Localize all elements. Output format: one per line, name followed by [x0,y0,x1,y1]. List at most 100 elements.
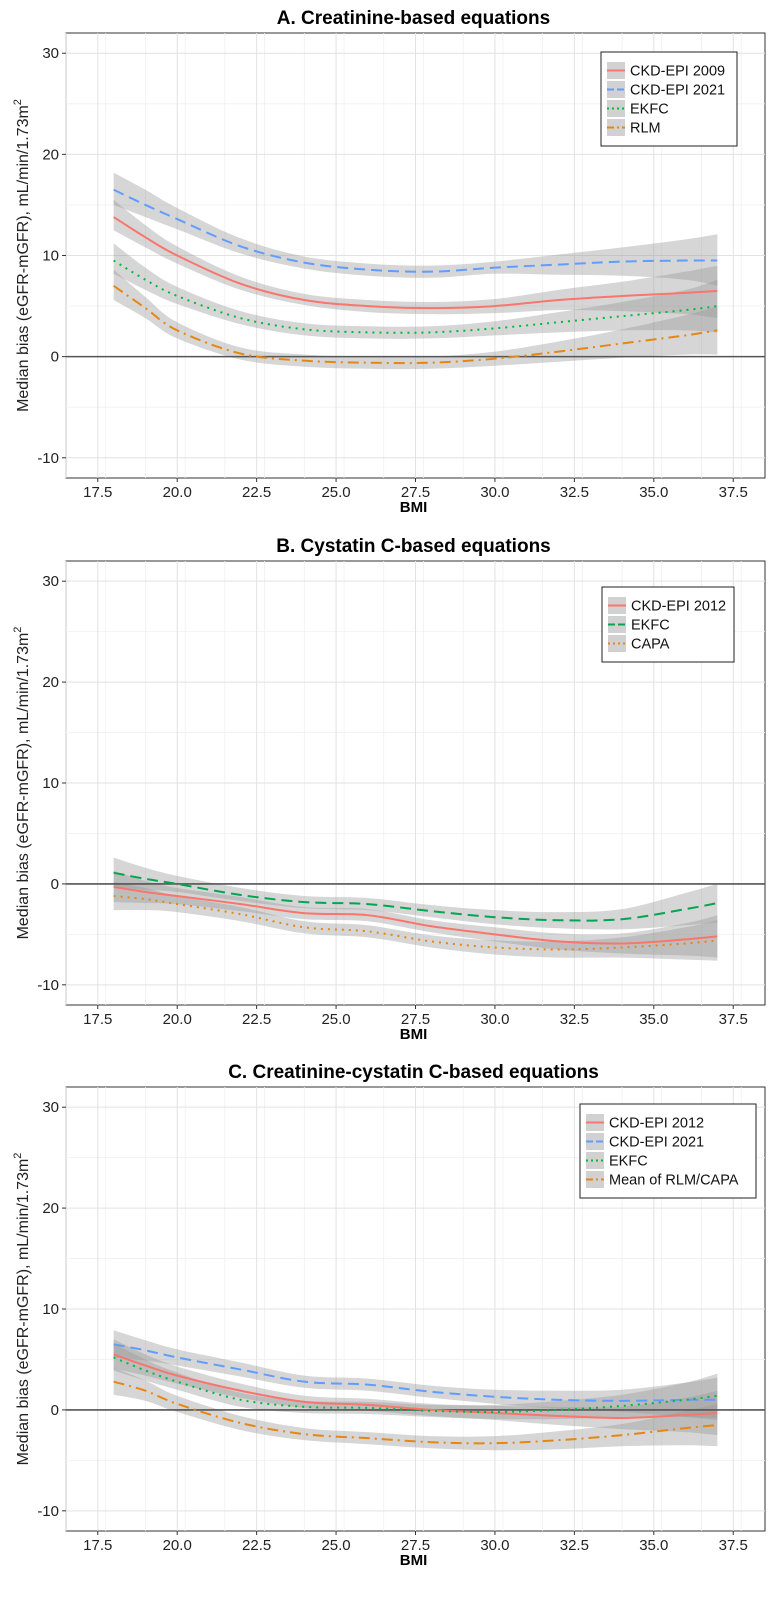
legend-label: RLM [630,121,661,137]
x-tick-label: 20.0 [163,484,192,501]
legend-label: EKFC [630,102,669,118]
axes: 17.5 20.0 22.5 25.0 27.5 30.0 32.5 35.0 37.5 -10 0… [37,1099,748,1554]
legend-key-band [586,1133,604,1150]
x-tick-label: 37.5 [719,1011,748,1028]
y-tick-label: -10 [37,977,59,994]
legend-item: CAPA [608,635,670,653]
y-tick-label: 10 [42,775,59,792]
x-tick-label: 25.0 [321,484,350,501]
chart-title: C. Creatinine-cystatin C-based equations [228,1062,599,1083]
legend-label: CKD-EPI 2012 [631,599,726,615]
axes: 17.5 20.0 22.5 25.0 27.5 30.0 32.5 35.0 37.5 -10 0… [37,45,748,501]
y-axis-label: Median bias (eGFR-mGFR), mL/min/1.73m2 [12,627,32,940]
x-tick-label: 25.0 [321,1011,350,1028]
legend-key-band [608,635,626,652]
legend-item: CKD-EPI 2012 [586,1114,704,1132]
x-tick-label: 17.5 [83,1011,112,1028]
legend: CKD-EPI 2012 CKD-EPI 2021 EKFC Mean of RLM/… [579,1103,757,1199]
legend-label: CKD-EPI 2009 [630,64,725,80]
band-ckd-epi-2021 [113,172,718,286]
confidence-bands [113,1330,718,1451]
y-tick-label: 0 [51,876,59,893]
series-line-ckd-epi-2021 [113,188,718,273]
x-tick-label: 20.0 [163,1011,192,1028]
chart-title: A. Creatinine-based equations [277,8,550,29]
legend-label: CKD-EPI 2021 [609,1135,704,1151]
y-axis-label: Median bias (eGFR-mGFR), mL/min/1.73m2 [12,1153,32,1466]
x-tick-label: 30.0 [480,1537,509,1554]
x-tick-label: 35.0 [639,1011,668,1028]
legend-key-band [607,100,625,117]
x-tick-label: 27.5 [401,1011,430,1028]
x-axis-label: BMI [400,1026,428,1043]
y-tick-label: 30 [42,45,59,62]
series-lines [113,871,718,951]
y-tick-label: -10 [37,450,59,467]
series-line-ckd-epi-2021 [113,1343,718,1402]
legend-label: CAPA [631,637,670,653]
legend-item: CKD-EPI 2009 [607,62,725,80]
legend-box [600,51,738,147]
x-tick-label: 32.5 [560,1011,589,1028]
legend-key-band [586,1171,604,1188]
x-tick-label: 35.0 [639,1537,668,1554]
y-tick-label: 0 [51,1402,59,1419]
x-tick-label: 25.0 [321,1537,350,1554]
band-ckd-epi-2009 [113,199,718,319]
panel-1: 17.5 20.0 22.5 25.0 27.5 30.0 32.5 35.0 37.5 -10 0… [12,8,766,516]
legend-item: RLM [607,119,661,137]
legend-label: CKD-EPI 2021 [630,83,725,99]
x-tick-label: 27.5 [401,1537,430,1554]
legend-label: CKD-EPI 2012 [609,1116,704,1132]
band-mean-of-rlm-capa [113,1367,718,1451]
band-ckd-epi-2021 [113,1330,718,1420]
legend-item: CKD-EPI 2012 [608,597,726,615]
y-axis-label: Median bias (eGFR-mGFR), mL/min/1.73m2 [12,99,32,412]
band-capa [113,881,718,961]
legend-label: EKFC [631,618,670,634]
y-tick-label: 10 [42,1301,59,1318]
x-tick-label: 30.0 [480,1011,509,1028]
legend-key-band [586,1152,604,1169]
x-tick-label: 20.0 [163,1537,192,1554]
series-line-ekfc [113,259,718,334]
series-lines [113,188,718,365]
series-line-mean-of-rlm-capa [113,1380,718,1445]
legend-key-band [608,616,626,633]
y-tick-label: 20 [42,146,59,163]
legend-item: Mean of RLM/CAPA [586,1171,739,1189]
band-ckd-epi-2012 [113,870,718,958]
band-rlm [113,269,718,370]
x-tick-label: 22.5 [242,484,271,501]
panel-2: 17.5 20.0 22.5 25.0 27.5 30.0 32.5 35.0 37.5 -10 0… [12,536,766,1043]
axes: 17.5 20.0 22.5 25.0 27.5 30.0 32.5 35.0 37.5 -10 0… [37,573,748,1028]
y-tick-label: 30 [42,573,59,590]
series-line-ekfc [113,1356,718,1413]
x-tick-label: 37.5 [719,484,748,501]
x-tick-label: 17.5 [83,484,112,501]
band-ckd-epi-2012 [113,1339,718,1436]
legend-key-band [607,119,625,136]
legend-item: EKFC [607,100,669,118]
series-line-rlm [113,285,718,365]
x-axis-label: BMI [400,499,428,516]
band-ekfc [113,1343,718,1420]
series-line-ckd-epi-2012 [113,1353,718,1419]
series-line-ckd-epi-2009 [113,216,718,310]
x-tick-label: 22.5 [242,1011,271,1028]
legend-key-band [607,81,625,98]
y-tick-label: 0 [51,349,59,366]
legend: CKD-EPI 2012 EKFC CAPA [601,586,735,663]
chart-title: B. Cystatin C-based equations [276,536,551,557]
series-lines [113,1343,718,1445]
legend-item: EKFC [608,616,670,634]
legend-item: CKD-EPI 2021 [607,81,725,99]
legend-item: CKD-EPI 2021 [586,1133,704,1151]
x-tick-label: 22.5 [242,1537,271,1554]
legend-box [579,1103,757,1199]
x-tick-label: 27.5 [401,484,430,501]
x-tick-label: 37.5 [719,1537,748,1554]
y-tick-label: 10 [42,248,59,265]
